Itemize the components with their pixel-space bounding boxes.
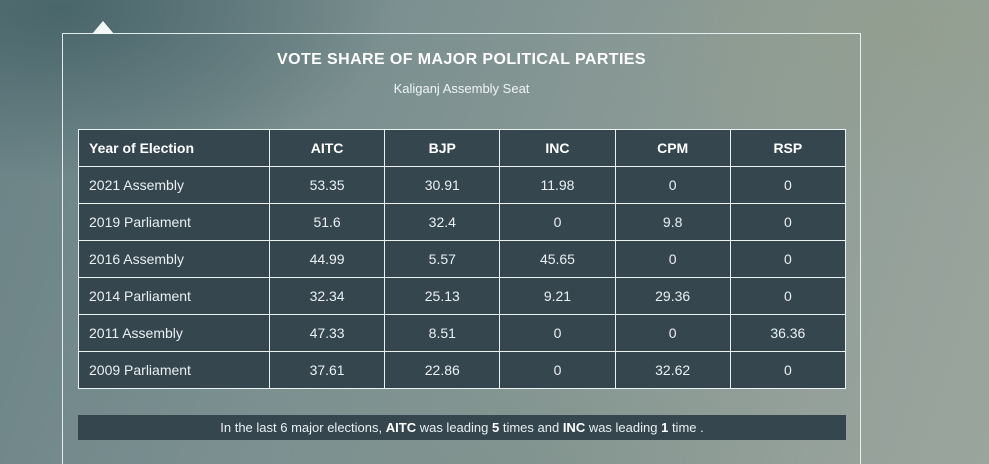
value-cell: 45.65 <box>499 240 616 278</box>
value-cell: 11.98 <box>499 166 616 204</box>
summary-bold-segment: INC <box>562 420 586 435</box>
value-cell: 30.91 <box>384 166 501 204</box>
value-cell: 0 <box>614 166 731 204</box>
value-cell: 8.51 <box>384 314 501 352</box>
value-cell: 5.57 <box>384 240 501 278</box>
value-cell: 0 <box>729 166 846 204</box>
value-cell: 0 <box>729 277 846 315</box>
column-header-bjp: BJP <box>384 129 501 167</box>
value-cell: 22.86 <box>384 351 501 389</box>
value-cell: 0 <box>729 203 846 241</box>
summary-text-segment: was leading <box>416 420 492 435</box>
table-row: 2021 Assembly 53.35 30.91 11.98 0 0 <box>78 166 846 204</box>
value-cell: 44.99 <box>268 240 386 278</box>
year-cell: 2014 Parliament <box>78 277 270 315</box>
table-row: 2011 Assembly 47.33 8.51 0 0 36.36 <box>78 314 846 352</box>
column-header-aitc: AITC <box>268 129 386 167</box>
summary-bar: In the last 6 major elections, AITC was … <box>78 415 846 440</box>
value-cell: 36.36 <box>729 314 846 352</box>
value-cell: 9.21 <box>499 277 616 315</box>
value-cell: 32.62 <box>614 351 731 389</box>
value-cell: 0 <box>614 240 731 278</box>
panel-arrow-notch <box>92 21 114 34</box>
value-cell: 0 <box>499 203 616 241</box>
value-cell: 0 <box>499 351 616 389</box>
value-cell: 25.13 <box>384 277 501 315</box>
table-row: 2014 Parliament 32.34 25.13 9.21 29.36 0 <box>78 277 846 315</box>
summary-bold-segment: 5 <box>491 420 500 435</box>
value-cell: 0 <box>729 351 846 389</box>
column-header-year: Year of Election <box>78 129 270 167</box>
column-header-inc: INC <box>499 129 616 167</box>
value-cell: 51.6 <box>268 203 386 241</box>
table-header-row: Year of Election AITC BJP INC CPM RSP <box>78 129 846 167</box>
year-cell: 2021 Assembly <box>78 166 270 204</box>
value-cell: 0 <box>614 314 731 352</box>
value-cell: 47.33 <box>268 314 386 352</box>
value-cell: 53.35 <box>268 166 386 204</box>
year-cell: 2019 Parliament <box>78 203 270 241</box>
vote-share-panel: VOTE SHARE OF MAJOR POLITICAL PARTIES Ka… <box>62 21 861 464</box>
value-cell: 37.61 <box>268 351 386 389</box>
value-cell: 29.36 <box>614 277 731 315</box>
value-cell: 9.8 <box>614 203 731 241</box>
summary-text-segment: time . <box>668 420 704 435</box>
summary-text-segment: times and <box>499 420 563 435</box>
year-cell: 2016 Assembly <box>78 240 270 278</box>
summary-text-segment: In the last 6 major elections, <box>220 420 386 435</box>
summary-bold-segment: AITC <box>385 420 417 435</box>
value-cell: 0 <box>499 314 616 352</box>
year-cell: 2011 Assembly <box>78 314 270 352</box>
page-subtitle: Kaliganj Assembly Seat <box>393 81 530 96</box>
value-cell: 32.4 <box>384 203 501 241</box>
page-title: VOTE SHARE OF MAJOR POLITICAL PARTIES <box>277 51 646 68</box>
summary-bold-segment: 1 <box>661 420 669 435</box>
column-header-cpm: CPM <box>614 129 731 167</box>
table-row: 2016 Assembly 44.99 5.57 45.65 0 0 <box>78 240 846 278</box>
column-header-rsp: RSP <box>729 129 846 167</box>
table-row: 2019 Parliament 51.6 32.4 0 9.8 0 <box>78 203 846 241</box>
value-cell: 32.34 <box>268 277 386 315</box>
table-row: 2009 Parliament 37.61 22.86 0 32.62 0 <box>78 351 846 389</box>
vote-share-table: Year of Election AITC BJP INC CPM RSP 20… <box>78 129 846 389</box>
year-cell: 2009 Parliament <box>78 351 270 389</box>
summary-text-segment: was leading <box>585 420 662 435</box>
value-cell: 0 <box>729 240 846 278</box>
